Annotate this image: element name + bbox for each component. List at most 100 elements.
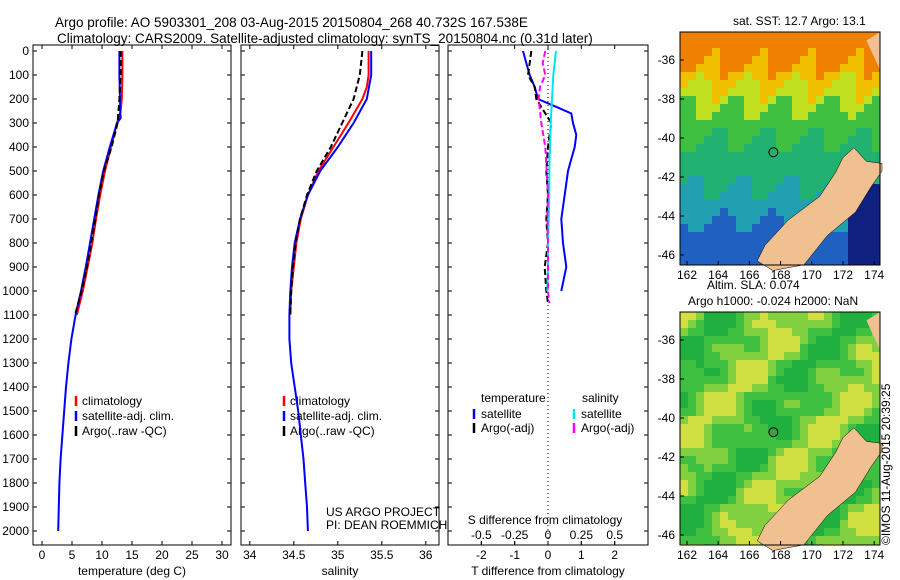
map-cell	[784, 104, 792, 112]
map-cell	[792, 152, 800, 160]
x-tick-label: 5	[69, 548, 76, 562]
depth-tick-label: 1600	[2, 428, 29, 442]
map-cell	[832, 432, 840, 440]
map-cell	[752, 312, 760, 320]
map-cell	[808, 128, 816, 136]
map-cell	[848, 416, 856, 424]
map-cell	[728, 528, 736, 536]
map-cell	[696, 384, 704, 392]
map-cell	[712, 448, 720, 456]
map-cell	[688, 384, 696, 392]
map-cell	[736, 248, 744, 256]
map-cell	[856, 256, 864, 264]
map-cell	[800, 416, 808, 424]
map-cell	[768, 472, 776, 480]
x-tick-label: 10	[95, 548, 109, 562]
map-cell	[824, 400, 832, 408]
map-cell	[680, 520, 688, 528]
map-cell	[728, 56, 736, 64]
map-cell	[720, 328, 728, 336]
series-line-argo-raw-qc-	[74, 51, 122, 316]
map-cell	[744, 152, 752, 160]
map-cell	[688, 456, 696, 464]
map-cell	[712, 72, 720, 80]
map-cell	[800, 368, 808, 376]
map-cell	[808, 184, 816, 192]
legend-label: climatology	[290, 394, 350, 408]
map-cell	[840, 248, 848, 256]
map-cell	[720, 320, 728, 328]
legend-title: salinity	[582, 391, 619, 405]
lat-tick-label: -40	[658, 131, 676, 145]
map-cell	[728, 432, 736, 440]
map-cell	[816, 328, 824, 336]
map-cell	[864, 72, 872, 80]
map-cell	[816, 248, 824, 256]
map-cell	[840, 224, 848, 232]
map-cell	[712, 216, 720, 224]
map-cell	[712, 224, 720, 232]
map-cell	[760, 392, 768, 400]
map-cell	[824, 312, 832, 320]
map-cell	[856, 56, 864, 64]
map-cell	[688, 488, 696, 496]
legend-label: climatology	[82, 394, 142, 408]
map-cell	[848, 136, 856, 144]
map-cell	[792, 464, 800, 472]
map-cell	[816, 120, 824, 128]
map-cell	[800, 32, 808, 40]
map-cell	[864, 32, 872, 40]
map-cell	[680, 328, 688, 336]
map-cell	[864, 240, 872, 248]
map-cell	[768, 368, 776, 376]
map-cell	[704, 48, 712, 56]
map-cell	[728, 536, 736, 544]
map-cell	[736, 88, 744, 96]
map-cell	[696, 376, 704, 384]
map-cell	[752, 424, 760, 432]
map-cell	[856, 312, 864, 320]
map-cell	[864, 480, 872, 488]
map-cell	[784, 32, 792, 40]
lat-tick-label: -36	[658, 333, 676, 347]
map-cell	[824, 536, 832, 544]
map-cell	[856, 224, 864, 232]
map-cell	[784, 136, 792, 144]
map-cell	[760, 48, 768, 56]
map-cell	[736, 72, 744, 80]
map-cell	[784, 464, 792, 472]
map-cell	[696, 536, 704, 544]
map-cell	[864, 520, 872, 528]
map-cell	[864, 352, 872, 360]
map-cell	[696, 320, 704, 328]
map-cell	[792, 208, 800, 216]
map-cell	[864, 320, 872, 328]
map-cell	[856, 424, 864, 432]
map-cell	[728, 384, 736, 392]
depth-tick-label: 2000	[2, 524, 29, 538]
map-cell	[832, 368, 840, 376]
map-cell	[696, 416, 704, 424]
map-cell	[864, 208, 872, 216]
map-cell	[856, 208, 864, 216]
map-cell	[864, 120, 872, 128]
map-cell	[688, 48, 696, 56]
map-cell	[688, 360, 696, 368]
map-cell	[704, 328, 712, 336]
map-cell	[808, 48, 816, 56]
map-cell	[872, 80, 880, 88]
map-cell	[768, 376, 776, 384]
map-cell	[736, 120, 744, 128]
map-cell	[696, 336, 704, 344]
map-cell	[736, 112, 744, 120]
map-cell	[768, 152, 776, 160]
map-cell	[720, 80, 728, 88]
map-cell	[736, 520, 744, 528]
map-cell	[736, 528, 744, 536]
map-cell	[752, 248, 760, 256]
map-cell	[816, 56, 824, 64]
map-cell	[840, 144, 848, 152]
map-cell	[816, 96, 824, 104]
map-cell	[728, 360, 736, 368]
map-cell	[680, 72, 688, 80]
